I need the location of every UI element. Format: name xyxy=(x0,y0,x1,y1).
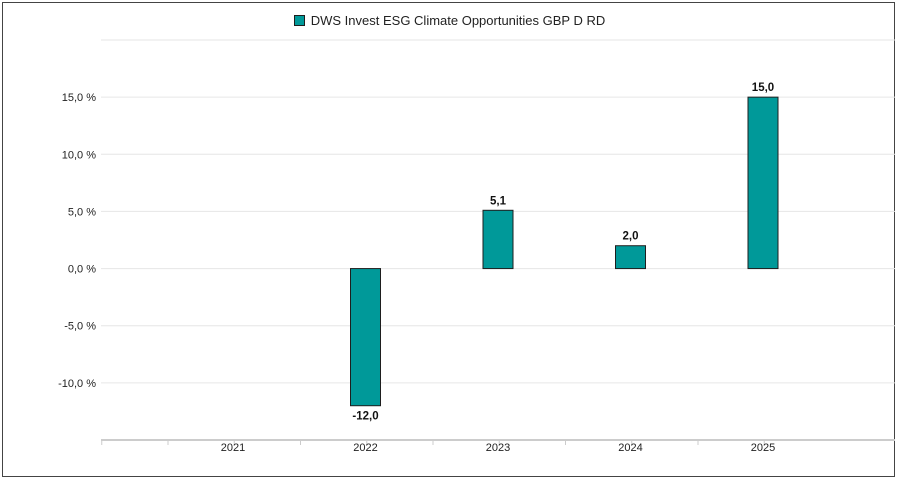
x-tick-label: 2022 xyxy=(353,442,377,454)
chart-legend: DWS Invest ESG Climate Opportunities GBP… xyxy=(0,13,899,28)
bar xyxy=(747,96,779,270)
y-tick-label: 0,0 % xyxy=(68,264,96,276)
y-tick-label: 15,0 % xyxy=(62,92,96,104)
x-tick-label: 2024 xyxy=(618,442,642,454)
legend-label: DWS Invest ESG Climate Opportunities GBP… xyxy=(310,13,606,28)
data-label: 2,0 xyxy=(623,231,639,243)
x-tick-label: 2025 xyxy=(751,442,775,454)
data-label: -12,0 xyxy=(352,411,378,423)
legend-swatch xyxy=(293,15,305,26)
data-label: 5,1 xyxy=(490,195,507,207)
y-tick-label: 10,0 % xyxy=(62,149,96,161)
bar xyxy=(350,268,381,407)
y-tick-label: 5,0 % xyxy=(68,206,96,218)
data-label: 15,0 xyxy=(752,82,774,94)
x-tick-label: 2023 xyxy=(486,442,510,454)
y-tick-label: -10,0 % xyxy=(58,378,96,390)
bar xyxy=(615,245,646,270)
x-tick-label: 2021 xyxy=(221,442,245,454)
y-tick-label: -5,0 % xyxy=(64,321,96,333)
bar xyxy=(482,209,514,270)
